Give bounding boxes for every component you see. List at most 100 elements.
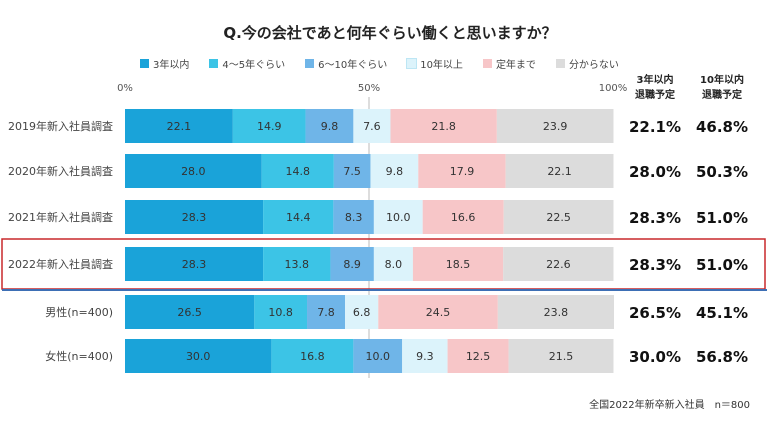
bar-value-label: 8.3 — [345, 211, 363, 224]
bar-value-label: 8.9 — [343, 258, 361, 271]
bar-segment — [333, 154, 371, 188]
legend-item: 10年以上 — [406, 56, 463, 71]
legend-label: 10年以上 — [420, 59, 463, 71]
bar-segment — [263, 200, 334, 234]
legend-label: 4～5年ぐらい — [222, 59, 286, 71]
chart-title: Q.今の会社であと何年ぐらい働くと思いますか？ — [223, 24, 557, 42]
bar-segment — [333, 200, 374, 234]
summary-value: 51.0% — [696, 256, 748, 274]
bar-segment — [373, 247, 413, 281]
summary-value: 28.0% — [629, 163, 681, 181]
bar-segment — [307, 295, 346, 329]
bar-segment — [412, 247, 504, 281]
legend-swatch — [140, 58, 149, 68]
x-tick-label: 100% — [599, 83, 628, 94]
summary-value: 22.1% — [629, 118, 681, 136]
bar-value-label: 6.8 — [353, 306, 371, 319]
category-label: 2022年新入社員調査 — [8, 257, 113, 271]
summary-header-line2: 退職予定 — [635, 88, 675, 101]
bar-value-label: 14.8 — [286, 165, 311, 178]
bar-value-label: 14.9 — [257, 120, 282, 133]
legend-swatch — [305, 58, 315, 68]
bar-segment — [271, 339, 354, 373]
footnote: 全国2022年新卒新入社員 n＝800 — [589, 400, 750, 411]
bar-value-label: 28.0 — [181, 165, 206, 178]
summary-value: 45.1% — [696, 304, 748, 322]
summary-value: 26.5% — [629, 304, 681, 322]
bar-segment — [125, 339, 272, 373]
bar-segment — [345, 295, 379, 329]
summary-header-line1: 3年以内 — [637, 73, 674, 86]
bar-segment — [125, 200, 264, 234]
legend-swatch — [482, 58, 492, 68]
legend-swatch — [209, 58, 219, 68]
legend-item: 分からない — [555, 56, 619, 71]
bar-value-label: 9.8 — [386, 165, 404, 178]
summary-value: 30.0% — [629, 348, 681, 366]
bar-segment — [503, 200, 614, 234]
bar-value-label: 22.6 — [546, 258, 571, 271]
legend-item: 定年まで — [482, 56, 536, 71]
bar-value-label: 12.5 — [466, 350, 491, 363]
bar-value-label: 7.8 — [317, 306, 335, 319]
summary-header-line1: 10年以内 — [700, 73, 744, 86]
bar-value-label: 28.3 — [182, 211, 207, 224]
bar-value-label: 9.8 — [321, 120, 339, 133]
bar-value-label: 26.5 — [177, 306, 202, 319]
bar-segment — [254, 295, 308, 329]
bar-value-label: 21.8 — [431, 120, 456, 133]
bar-segment — [422, 200, 504, 234]
bar-segment — [125, 109, 233, 143]
bar-segment — [125, 154, 262, 188]
bar-segment — [125, 247, 264, 281]
bar-value-label: 28.3 — [182, 258, 207, 271]
bar-value-label: 7.5 — [343, 165, 361, 178]
bar-segment — [305, 109, 354, 143]
bar-segment — [418, 154, 506, 188]
bar-value-label: 13.8 — [285, 258, 310, 271]
bar-value-label: 24.5 — [426, 306, 451, 319]
legend-item: 3年以内 — [140, 56, 189, 71]
bar-value-label: 18.5 — [446, 258, 471, 271]
bar-segment — [373, 200, 423, 234]
x-tick-label: 50% — [358, 83, 380, 94]
bar-value-label: 8.0 — [385, 258, 403, 271]
bar-segment — [496, 109, 614, 143]
category-label: 2019年新入社員調査 — [8, 119, 113, 133]
bar-value-label: 10.0 — [386, 211, 411, 224]
bar-value-label: 30.0 — [186, 350, 211, 363]
bar-value-label: 7.6 — [363, 120, 381, 133]
bar-segment — [330, 247, 374, 281]
bar-value-label: 22.1 — [167, 120, 192, 133]
bar-value-label: 22.5 — [546, 211, 571, 224]
legend-swatch — [406, 57, 418, 69]
bar-segment — [370, 154, 419, 188]
legend: 3年以内 4～5年ぐらい 6～10年ぐらい 10年以上 定年まで 分からない — [140, 56, 619, 71]
bar-value-label: 23.9 — [543, 120, 568, 133]
bar-value-label: 22.1 — [547, 165, 572, 178]
bar-segment — [503, 247, 614, 281]
summary-value: 28.3% — [629, 256, 681, 274]
category-label: 男性(n=400) — [45, 305, 113, 319]
summary-value: 51.0% — [696, 209, 748, 227]
bar-value-label: 17.9 — [450, 165, 475, 178]
bar-segment — [390, 109, 497, 143]
bar-value-label: 10.0 — [366, 350, 391, 363]
bar-segment — [353, 109, 391, 143]
bar-segment — [378, 295, 498, 329]
summary-value: 50.3% — [696, 163, 748, 181]
bar-segment — [263, 247, 331, 281]
x-tick-label: 0% — [117, 83, 133, 94]
legend-swatch — [555, 58, 565, 68]
bar-segment — [261, 154, 334, 188]
bar-value-label: 16.6 — [451, 211, 476, 224]
bar-segment — [497, 295, 614, 329]
legend-item: 6～10年ぐらい — [305, 56, 387, 71]
category-label: 女性(n=400) — [45, 349, 113, 363]
bar-value-label: 14.4 — [286, 211, 311, 224]
bar-segment — [232, 109, 306, 143]
legend-label: 定年まで — [495, 59, 536, 71]
category-label: 2020年新入社員調査 — [8, 164, 113, 178]
bar-value-label: 16.8 — [300, 350, 325, 363]
